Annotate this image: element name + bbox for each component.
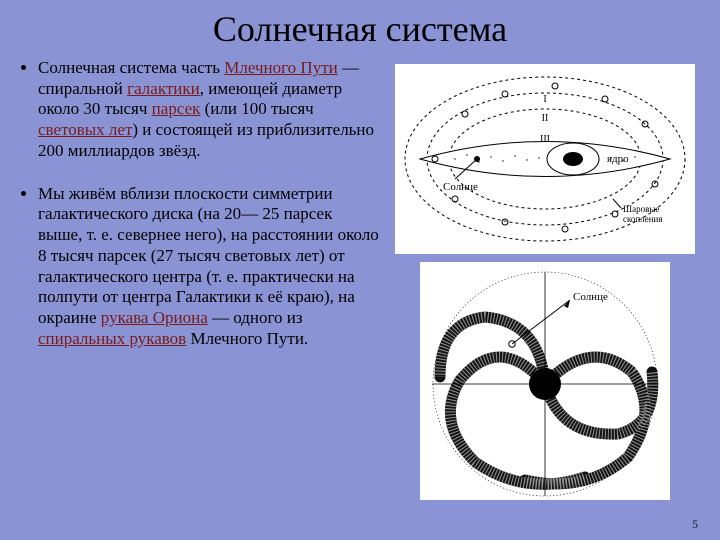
text-run: (или 100 тысяч — [200, 99, 313, 118]
page-number: 5 — [692, 517, 698, 532]
page-title: Солнечная система — [0, 0, 720, 58]
link-galaxy: галактики — [127, 79, 200, 98]
text-run: Солнечная система часть — [38, 58, 224, 77]
bullet-list: Солнечная система часть Млечного Пути — … — [18, 58, 379, 350]
link-milky-way: Млечного Пути — [224, 58, 337, 77]
sun-label: Солнце — [443, 181, 478, 193]
core-label: ядро — [607, 153, 629, 165]
link-spiral-arms: спиральных рукавов — [38, 329, 186, 348]
text-run: — одного из — [208, 308, 303, 327]
region-label-ii: II — [541, 113, 548, 124]
region-label-i: I — [543, 94, 546, 105]
content-area: Солнечная система часть Млечного Пути — … — [0, 58, 720, 500]
list-item: Мы живём вблизи плоскости симметрии гала… — [38, 184, 379, 350]
cluster-label-2: скопления — [623, 214, 663, 224]
sun-label-top: Солнце — [573, 291, 608, 303]
link-parsec: парсек — [152, 99, 201, 118]
text-column: Солнечная система часть Млечного Пути — … — [18, 58, 387, 500]
list-item: Солнечная система часть Млечного Пути — … — [38, 58, 379, 162]
link-orion-arm: рукава Ориона — [101, 308, 208, 327]
text-run: Млечного Пути. — [186, 329, 308, 348]
region-label-iii: III — [540, 134, 550, 145]
galaxy-top-view-diagram: Солнце — [420, 262, 670, 500]
text-run: Мы живём вблизи плоскости симметрии гала… — [38, 184, 379, 327]
image-column: I II III Солнце ядро Шаровые скопления — [387, 58, 702, 500]
link-light-year: световых лет — [38, 120, 132, 139]
cluster-label-1: Шаровые — [623, 204, 659, 214]
galaxy-side-view-diagram: I II III Солнце ядро Шаровые скопления — [395, 64, 695, 254]
